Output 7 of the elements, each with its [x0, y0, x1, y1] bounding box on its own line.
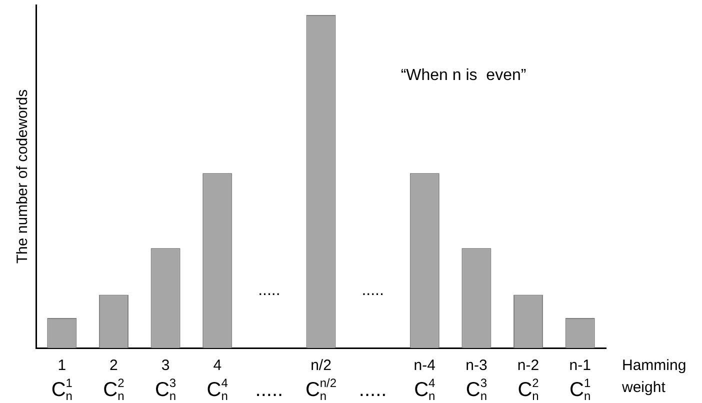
x-tick-label: .....: [358, 379, 387, 401]
x-tick-label: .....: [255, 379, 284, 401]
annotation: .....: [362, 282, 384, 299]
annotation: .....: [258, 282, 280, 299]
x-axis-title: Hamming weight: [621, 357, 686, 396]
annotation: “When n is even”: [400, 67, 526, 84]
y-axis-title: The number of codewords: [14, 89, 32, 264]
